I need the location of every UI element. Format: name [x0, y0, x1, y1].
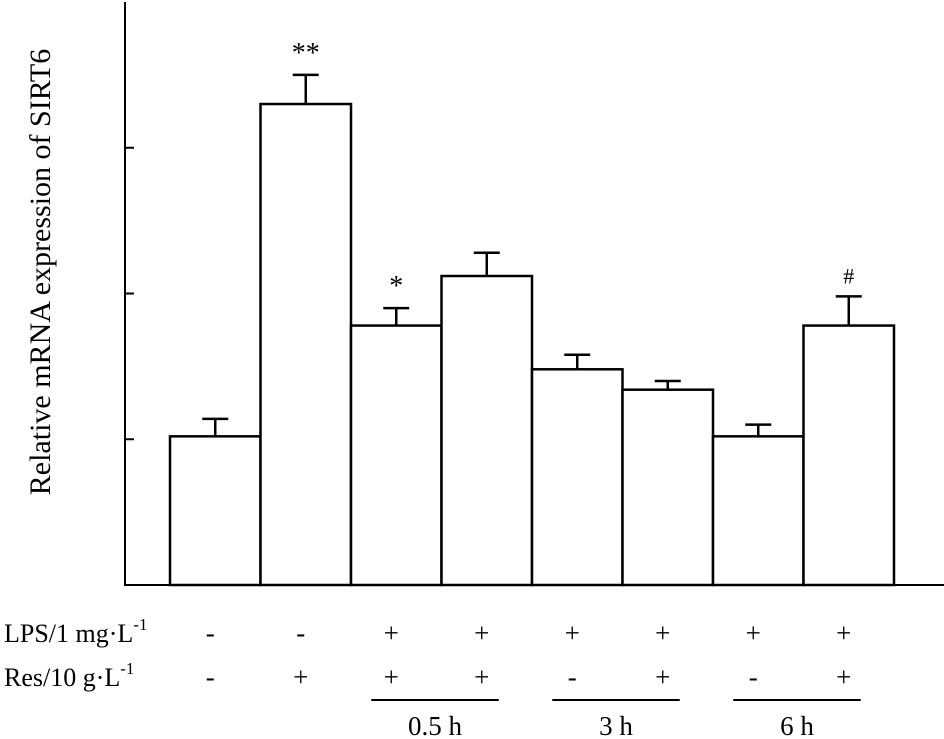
time-group-label: 3 h	[599, 711, 633, 739]
treatment-sign: -	[206, 618, 215, 648]
treatment-sign: +	[384, 618, 399, 648]
treatment-sign: +	[746, 618, 761, 648]
significance-label: *	[389, 271, 403, 302]
bar	[530, 368, 624, 587]
treatment-sign: -	[749, 662, 758, 692]
treatment-sign: -	[206, 662, 215, 692]
treatment-sign: +	[565, 618, 580, 648]
significance-label: #	[843, 263, 854, 288]
treatment-sign: -	[568, 662, 577, 692]
bar	[349, 324, 443, 587]
treatment-sign: +	[836, 662, 851, 692]
bar	[440, 274, 534, 587]
treatment-sign: +	[474, 618, 489, 648]
bar	[168, 435, 262, 587]
treatment-sign: -	[296, 618, 305, 648]
bar	[802, 324, 896, 587]
bar	[621, 388, 715, 587]
significance-label: **	[292, 38, 320, 69]
treatment-row-label: Res/10 g·L-1	[4, 659, 134, 692]
treatment-sign: +	[655, 662, 670, 692]
time-group-label: 0.5 h	[408, 711, 463, 739]
treatment-sign: +	[655, 618, 670, 648]
y-axis-label: Relative mRNA expression of SIRT6	[24, 49, 57, 495]
time-group-label: 6 h	[780, 711, 814, 739]
treatment-sign: +	[836, 618, 851, 648]
treatment-sign: +	[474, 662, 489, 692]
treatment-row-label: LPS/1 mg·L-1	[4, 615, 147, 648]
treatment-sign: +	[384, 662, 399, 692]
bar	[259, 102, 353, 587]
bar	[711, 435, 805, 587]
treatment-sign: +	[293, 662, 308, 692]
